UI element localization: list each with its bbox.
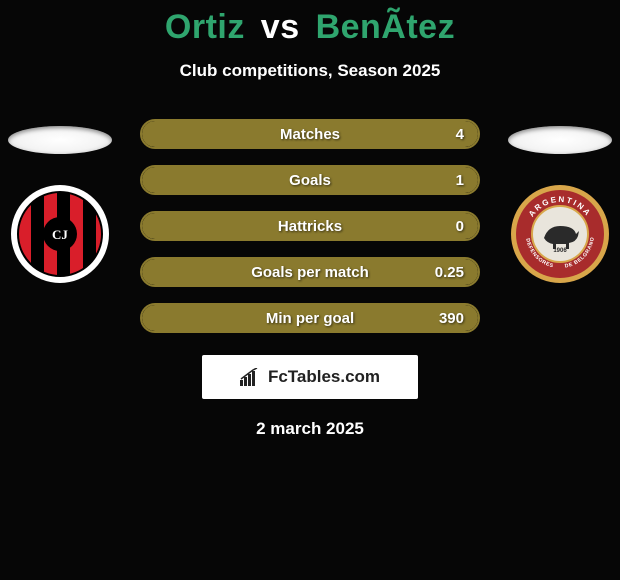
player2-name: BenÃ­tez — [316, 8, 456, 46]
stat-value: 390 — [439, 310, 464, 327]
stat-row: Goals per match0.25 — [140, 257, 480, 287]
defensores-crest-icon: ARGENTINA DEFENSORES DE BELGRANO 1906 — [510, 184, 610, 284]
stat-row: Min per goal390 — [140, 303, 480, 333]
stat-value: 0.25 — [435, 264, 464, 281]
stat-label: Matches — [142, 126, 478, 143]
vs-label: vs — [261, 8, 300, 46]
stat-row: Goals1 — [140, 165, 480, 195]
svg-text:1906: 1906 — [553, 248, 567, 254]
stat-label: Goals — [142, 172, 478, 189]
page-title: Ortiz vs BenÃ­tez — [0, 0, 620, 47]
stat-value: 1 — [456, 172, 464, 189]
stat-value: 0 — [456, 218, 464, 235]
team-right: ARGENTINA DEFENSORES DE BELGRANO 1906 — [500, 126, 620, 284]
team-left-crest: CJ — [10, 184, 110, 284]
svg-text:CJ: CJ — [52, 227, 68, 242]
stat-label: Goals per match — [142, 264, 478, 281]
date-label: 2 march 2025 — [0, 419, 620, 439]
halo-ellipse — [508, 126, 612, 154]
team-left: CJ — [0, 126, 120, 284]
chacarita-crest-icon: CJ — [10, 184, 110, 284]
stat-value: 4 — [456, 126, 464, 143]
stat-row: Matches4 — [140, 119, 480, 149]
bar-chart-icon — [240, 368, 262, 386]
subtitle: Club competitions, Season 2025 — [0, 61, 620, 81]
halo-ellipse — [8, 126, 112, 154]
stat-row: Hattricks0 — [140, 211, 480, 241]
stat-label: Min per goal — [142, 310, 478, 327]
team-right-crest: ARGENTINA DEFENSORES DE BELGRANO 1906 — [510, 184, 610, 284]
fctables-badge: FcTables.com — [202, 355, 418, 399]
fctables-label: FcTables.com — [268, 367, 380, 387]
stat-label: Hattricks — [142, 218, 478, 235]
player1-name: Ortiz — [165, 8, 245, 46]
